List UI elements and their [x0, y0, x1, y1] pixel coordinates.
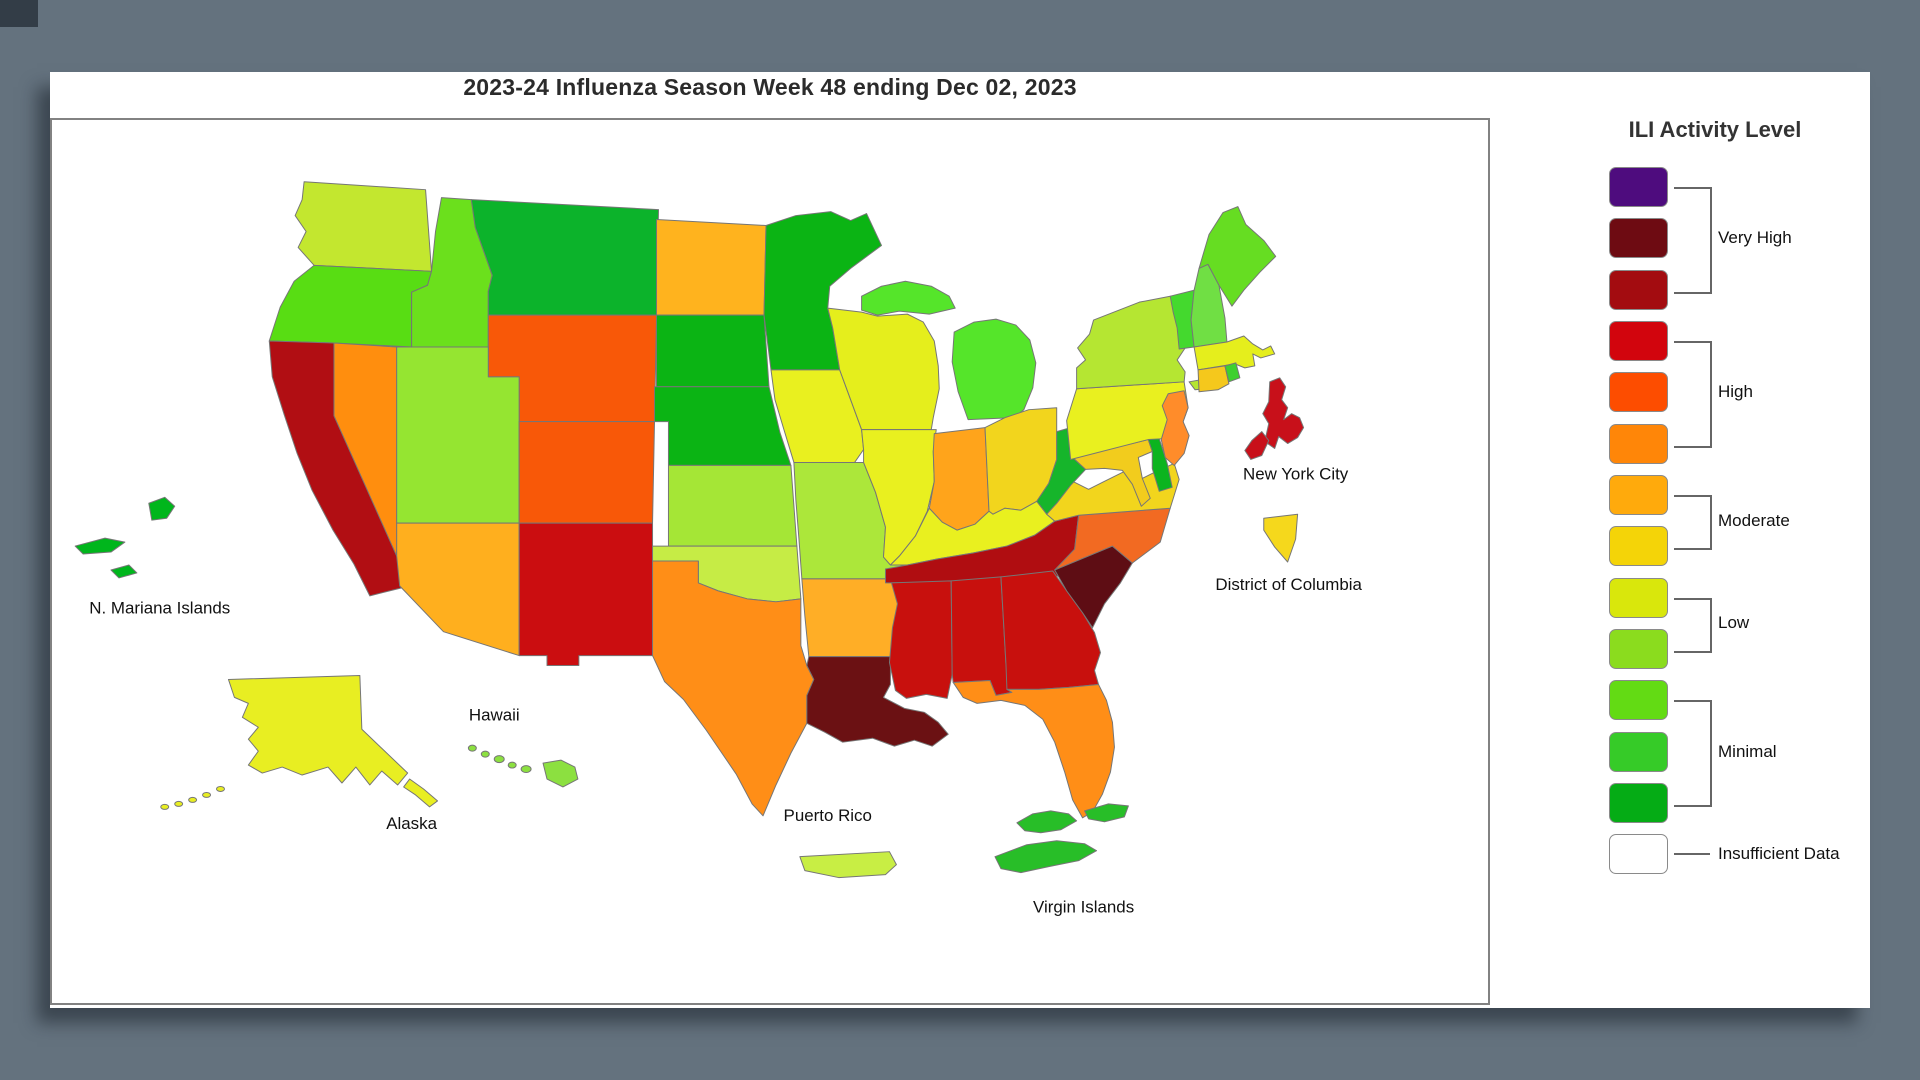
state-NC[interactable] — [1054, 507, 1171, 571]
inset-NYC-staten-island[interactable] — [1244, 431, 1270, 460]
us-choropleth-map: N. Mariana Islands Hawaii Alaska Puerto … — [74, 181, 1363, 916]
inset-VI-island[interactable] — [994, 840, 1098, 874]
inset-HI-big-island[interactable] — [542, 759, 579, 788]
legend-swatch-no-data — [1609, 834, 1668, 875]
inset-NYC[interactable] — [1262, 377, 1305, 450]
legend-group-label: Low — [1718, 613, 1750, 633]
state-NE[interactable] — [654, 386, 792, 466]
state-MI-upper-peninsula[interactable] — [861, 280, 956, 316]
label-new-york-city: New York City — [1243, 464, 1349, 483]
state-KS[interactable] — [667, 464, 798, 547]
inset-HI-island[interactable] — [480, 750, 490, 758]
legend-swatch-level-8 — [1609, 423, 1668, 464]
label-n-mariana-islands: N. Mariana Islands — [89, 599, 230, 618]
label-alaska: Alaska — [386, 814, 437, 833]
state-WA[interactable] — [294, 181, 433, 272]
inset-VI-island[interactable] — [1016, 810, 1078, 834]
state-MT[interactable] — [470, 199, 660, 316]
legend-swatch-level-6 — [1609, 526, 1668, 567]
inset-HI-island[interactable] — [467, 744, 477, 752]
legend-group-label: High — [1718, 382, 1753, 402]
legend-group-label: Minimal — [1718, 741, 1777, 761]
legend-swatch-level-4 — [1609, 628, 1668, 669]
inset-DC[interactable] — [1263, 513, 1299, 563]
inset-MP-island[interactable] — [110, 564, 138, 579]
inset-AK-panhandle[interactable] — [403, 778, 439, 808]
legend-bracket — [1674, 187, 1712, 294]
map-frame: N. Mariana Islands Hawaii Alaska Puerto … — [50, 118, 1490, 1005]
state-NJ[interactable] — [1160, 390, 1190, 466]
state-MS[interactable] — [888, 580, 953, 699]
state-CT[interactable] — [1197, 365, 1230, 393]
label-district-of-columbia: District of Columbia — [1215, 575, 1362, 594]
legend: ILI Activity Level Very High High Moderate… — [1590, 117, 1850, 977]
inset-AK-aleutian-island[interactable] — [160, 803, 170, 810]
legend-bracket — [1674, 597, 1712, 653]
legend-swatch-level-7 — [1609, 474, 1668, 515]
legend-swatch-level-9 — [1609, 372, 1668, 413]
label-virgin-islands: Virgin Islands — [1033, 897, 1134, 916]
inset-HI-island[interactable] — [507, 761, 517, 769]
state-OR[interactable] — [268, 264, 433, 348]
inset-VI-island[interactable] — [1084, 803, 1129, 823]
state-FL[interactable] — [952, 679, 1115, 819]
inset-HI-island[interactable] — [493, 755, 505, 764]
screen-corner-artifact — [0, 0, 38, 27]
legend-group-label: Insufficient Data — [1718, 844, 1840, 864]
state-DE[interactable] — [1147, 435, 1173, 492]
state-ND[interactable] — [656, 219, 767, 316]
state-WI[interactable] — [827, 307, 940, 431]
legend-title: ILI Activity Level — [1628, 117, 1802, 142]
state-NY[interactable] — [1076, 295, 1186, 390]
legend-bracket — [1674, 494, 1712, 551]
label-hawaii: Hawaii — [469, 705, 520, 724]
legend-swatch-level-3 — [1609, 680, 1668, 721]
state-MI[interactable] — [951, 318, 1037, 421]
state-ME[interactable] — [1198, 206, 1277, 307]
inset-MP-island[interactable] — [74, 537, 126, 555]
legend-swatch-level-5 — [1609, 577, 1668, 618]
legend-bracket — [1674, 700, 1712, 807]
legend-line — [1674, 853, 1710, 856]
legend-group-label: Very High — [1718, 228, 1792, 248]
inset-AK-aleutian-island[interactable] — [216, 785, 225, 792]
inset-AK-aleutian-island[interactable] — [202, 791, 212, 798]
state-SD[interactable] — [656, 314, 770, 388]
state-NM[interactable] — [518, 522, 654, 667]
legend-bracket — [1674, 340, 1712, 448]
state-RI[interactable] — [1224, 362, 1241, 383]
legend-swatch-level-2 — [1609, 731, 1668, 772]
legend-group-label: Moderate — [1718, 510, 1790, 530]
inset-HI-island[interactable] — [520, 765, 532, 774]
state-CO[interactable] — [518, 421, 656, 524]
legend-swatch-level-13 — [1609, 167, 1668, 207]
state-AZ[interactable] — [396, 522, 520, 657]
legend-swatch-level-1 — [1609, 782, 1668, 823]
state-LA[interactable] — [806, 656, 949, 747]
inset-AK-aleutian-island[interactable] — [174, 800, 184, 807]
inset-AK-aleutian-island[interactable] — [188, 796, 198, 803]
map-title: 2023-24 Influenza Season Week 48 ending … — [463, 74, 1077, 100]
legend-swatch-level-12 — [1609, 218, 1668, 259]
inset-MP-island[interactable] — [148, 496, 176, 521]
inset-PR[interactable] — [799, 851, 897, 879]
report-panel: 2023-24 Influenza Season Week 48 ending … — [50, 72, 1870, 1008]
legend-swatch-level-10 — [1609, 320, 1668, 361]
inset-AK[interactable] — [227, 674, 409, 786]
state-VA[interactable] — [1046, 462, 1180, 522]
state-IN[interactable] — [928, 427, 990, 531]
label-puerto-rico: Puerto Rico — [784, 806, 872, 825]
legend-swatch-level-11 — [1609, 269, 1668, 310]
